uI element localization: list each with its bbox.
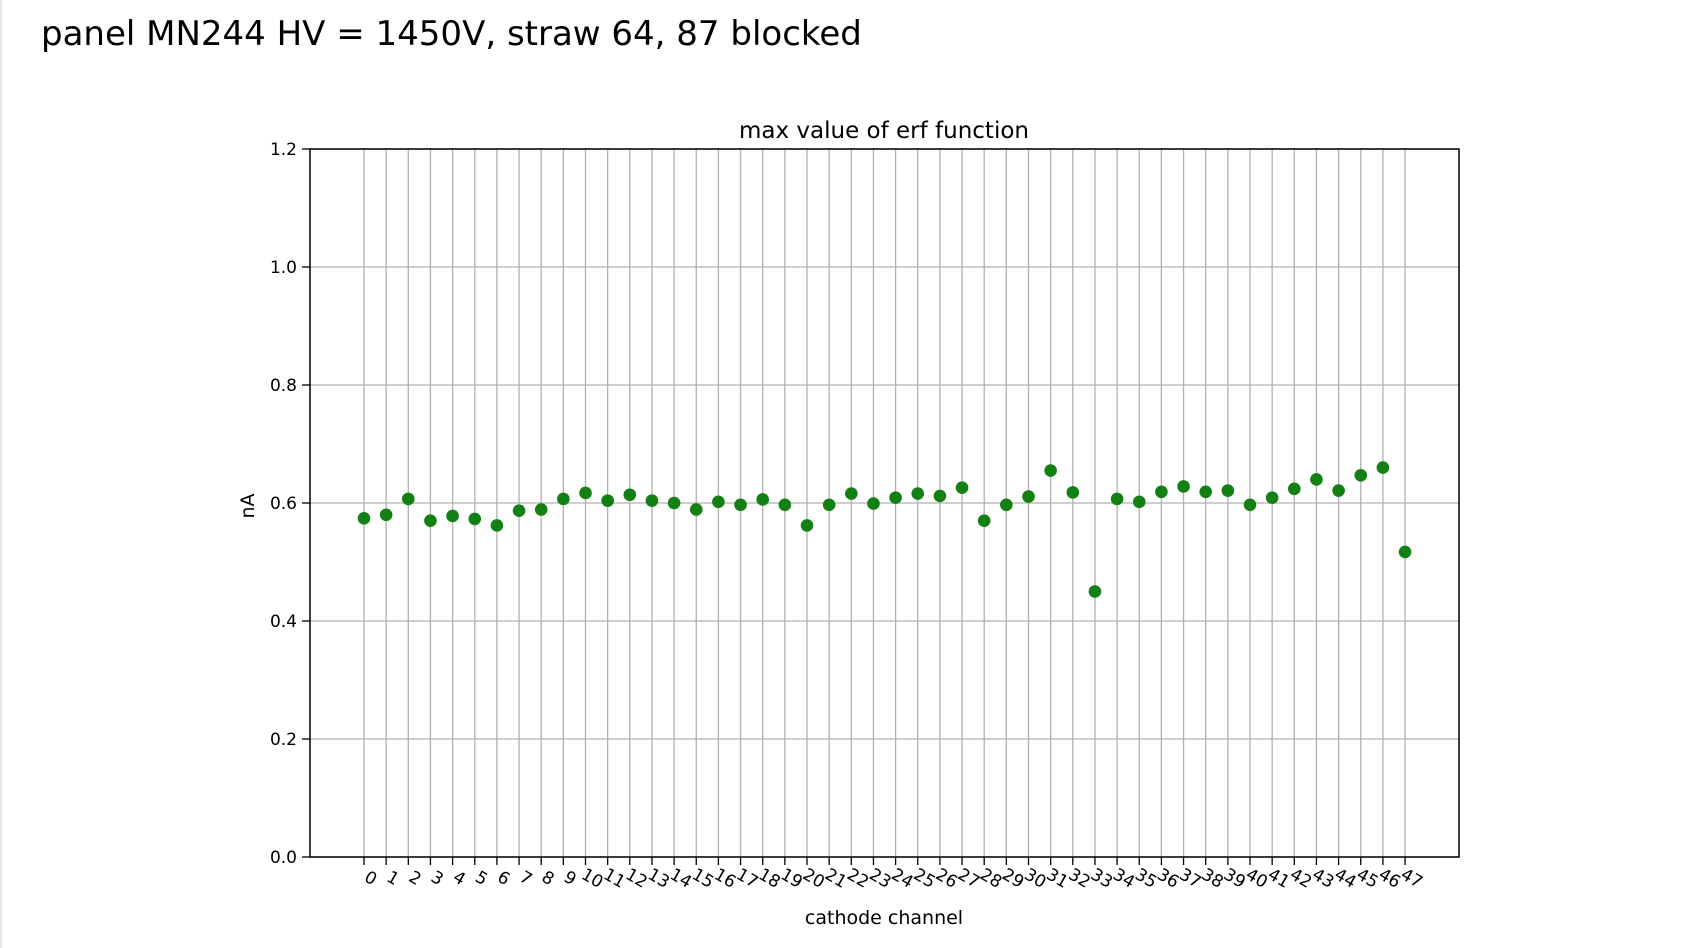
data-point	[1288, 482, 1301, 496]
x-tick-label: 2	[405, 867, 424, 890]
data-point	[1199, 485, 1212, 499]
data-point	[911, 487, 925, 500]
y-tick-label: 1.2	[270, 140, 297, 160]
y-tick-label: 1.0	[270, 258, 297, 278]
y-axis-label: nA	[237, 493, 259, 518]
data-point	[1265, 491, 1279, 504]
data-point	[1376, 461, 1390, 474]
data-point	[424, 514, 437, 527]
data-point	[734, 498, 747, 512]
data-point	[756, 493, 769, 506]
data-point	[1398, 545, 1412, 559]
data-point	[1177, 480, 1190, 493]
data-point	[1221, 484, 1235, 497]
data-point	[1044, 464, 1057, 477]
data-point	[1110, 492, 1124, 506]
y-tick-label: 0.8	[270, 376, 297, 396]
chart-title: max value of erf function	[739, 118, 1029, 144]
data-point	[579, 486, 592, 500]
data-point	[468, 512, 482, 526]
data-point	[933, 489, 947, 503]
data-point	[1310, 473, 1323, 486]
x-tick-label: 47	[1397, 865, 1426, 893]
data-point	[490, 519, 504, 532]
data-point	[446, 509, 459, 523]
y-tick-label: 0.2	[270, 730, 297, 750]
x-tick-label: 1	[383, 867, 402, 890]
data-point	[402, 492, 415, 506]
x-axis-label: cathode channel	[805, 907, 963, 929]
data-point	[1066, 486, 1080, 499]
data-point	[778, 498, 792, 512]
y-axis-ticks: 0.0 0.2 0.4 0.6 0.8 1.0 1.2	[270, 140, 310, 868]
data-point	[1243, 498, 1257, 512]
data-point	[845, 487, 858, 500]
data-point	[1132, 495, 1146, 509]
data-point	[955, 481, 969, 494]
slide-left-border	[0, 0, 2, 948]
data-point	[1000, 498, 1013, 512]
data-point	[867, 497, 880, 510]
data-point	[1332, 484, 1345, 497]
data-point	[645, 494, 659, 507]
data-point	[712, 495, 725, 509]
x-tick-label: 7	[516, 867, 535, 890]
data-point	[800, 519, 814, 532]
data-point	[379, 508, 393, 522]
x-tick-label: 9	[560, 867, 579, 890]
data-point	[512, 504, 526, 517]
data-point	[822, 498, 836, 512]
data-point	[977, 514, 991, 527]
y-tick-label: 0.4	[270, 612, 297, 632]
y-tick-label: 0.0	[270, 848, 297, 868]
x-tick-label: 3	[427, 867, 446, 890]
data-point	[1354, 468, 1368, 482]
data-point	[357, 512, 371, 525]
data-point	[623, 488, 637, 502]
data-point	[557, 492, 570, 506]
data-point	[689, 503, 703, 516]
x-tick-label: 0	[361, 867, 380, 890]
slide-title: panel MN244 HV = 1450V, straw 64, 87 blo…	[41, 14, 862, 54]
data-point	[1088, 585, 1102, 598]
y-tick-label: 0.6	[270, 494, 297, 514]
data-point	[889, 491, 902, 504]
data-point	[534, 503, 548, 516]
x-tick-label: 6	[494, 867, 513, 890]
data-points	[357, 461, 1412, 598]
x-axis-ticks: 0 1 2 3 4 5 6 7 8 9101112131415161718192021222324…	[361, 857, 1426, 893]
x-tick-label: 5	[472, 867, 491, 890]
x-tick-label: 4	[449, 867, 468, 890]
x-tick-label: 8	[538, 867, 557, 890]
data-point	[1022, 490, 1035, 503]
data-point	[667, 496, 681, 510]
data-point	[601, 494, 614, 507]
data-point	[1155, 485, 1168, 499]
